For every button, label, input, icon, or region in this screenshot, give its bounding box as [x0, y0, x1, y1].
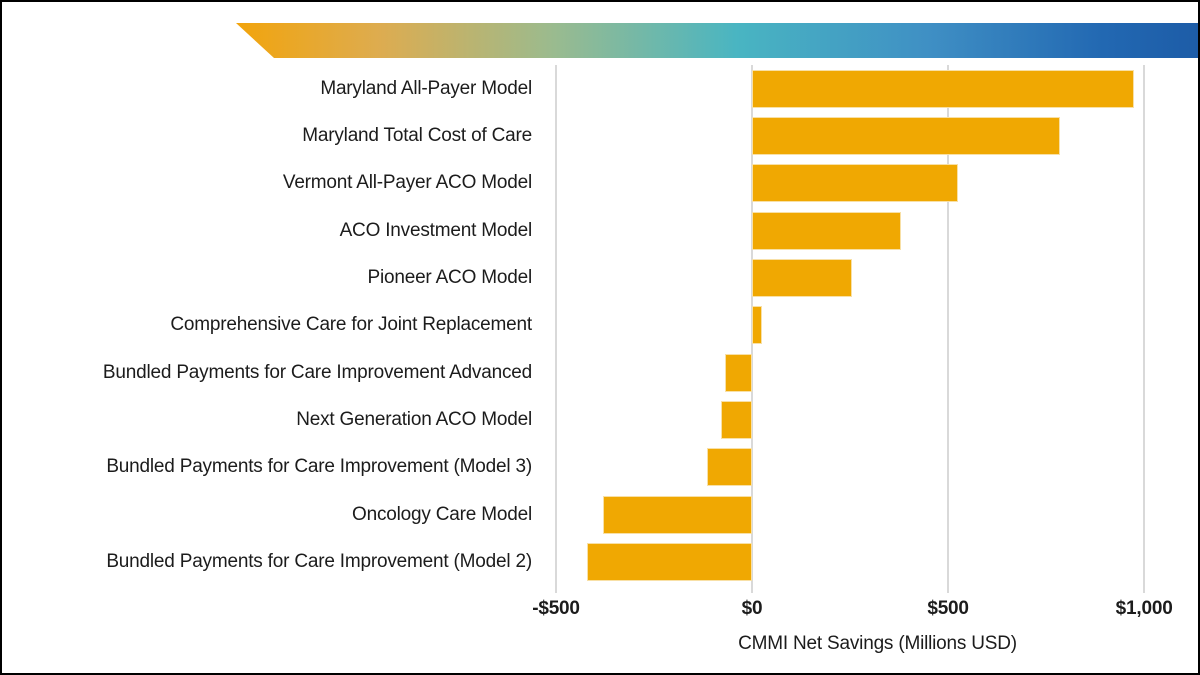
category-label: Maryland All-Payer Model [320, 77, 532, 99]
category-label: Oncology Care Model [352, 503, 532, 525]
category-label: Pioneer ACO Model [367, 266, 532, 288]
bar [752, 211, 902, 250]
category-label: Bundled Payments for Care Improvement (M… [106, 550, 532, 572]
x-axis-title: CMMI Net Savings (Millions USD) [738, 633, 1017, 654]
bar [720, 400, 753, 439]
category-label: Next Generation ACO Model [296, 408, 532, 430]
x-tick-label: -$500 [532, 598, 580, 619]
bar [724, 353, 753, 392]
bar [752, 69, 1135, 108]
category-label: Vermont All-Payer ACO Model [282, 172, 532, 194]
bar [706, 448, 753, 487]
bar [752, 164, 958, 203]
gridline [1143, 65, 1145, 593]
x-tick-label: $1,000 [1115, 598, 1173, 619]
gridline [947, 65, 949, 593]
category-label: Maryland Total Cost of Care [302, 124, 532, 146]
category-label: Comprehensive Care for Joint Replacement [170, 314, 532, 336]
bar [752, 258, 852, 297]
bar [587, 542, 753, 581]
bar [752, 116, 1060, 155]
category-label: Bundled Payments for Care Improvement (M… [106, 456, 532, 478]
x-tick-label: $500 [927, 598, 969, 619]
gridline [555, 65, 557, 593]
x-tick-label: $0 [741, 598, 763, 619]
bar [752, 306, 762, 345]
gradient-banner [236, 23, 1198, 58]
category-label: Bundled Payments for Care Improvement Ad… [102, 361, 532, 383]
bar [603, 495, 753, 534]
category-label: ACO Investment Model [339, 219, 533, 241]
